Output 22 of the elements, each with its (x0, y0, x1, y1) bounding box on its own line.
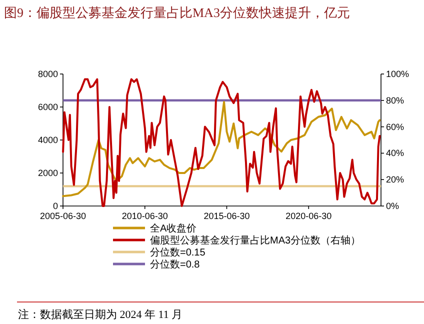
y-tick-label: 2000 (38, 168, 58, 178)
x-tick-label: 2005-06-30 (40, 211, 86, 221)
y-tick-label: 8000 (38, 69, 58, 79)
line-series (62, 101, 381, 198)
y2-tick-label: 0% (386, 201, 400, 211)
y2-tick-label: 100% (386, 69, 410, 79)
legend-label: 分位数=0.8 (150, 258, 200, 270)
x-tick-label: 2020-06-30 (286, 211, 332, 221)
y-tick-label: 0 (52, 201, 58, 211)
y2-tick-label: 40% (386, 148, 404, 158)
y2-tick-label: 20% (386, 174, 404, 185)
x-tick-label: 2015-06-30 (204, 211, 250, 221)
y-tick-label: 6000 (38, 102, 58, 112)
y2-tick-label: 60% (386, 122, 404, 132)
chart-title: 图9：偏股型公募基金发行量占比MA3分位数快速提升，亿元 (4, 5, 350, 20)
legend-label: 偏股型公募基金发行量占比MA3分位数（右轴） (150, 234, 361, 246)
y2-tick-label: 80% (386, 95, 404, 106)
legend-label: 分位数=0.15 (150, 246, 206, 258)
y-tick-label: 4000 (38, 135, 58, 145)
x-tick-label: 2010-06-30 (122, 211, 168, 221)
text: 注：数据截至日期为 2024 年 11 月 (18, 308, 183, 321)
legend-label: 全A收盘价 (150, 222, 197, 234)
